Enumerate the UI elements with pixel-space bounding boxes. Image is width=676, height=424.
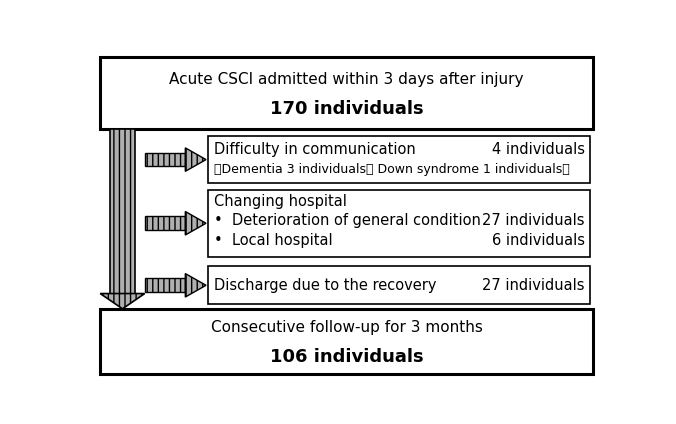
Text: Acute CSCI admitted within 3 days after injury: Acute CSCI admitted within 3 days after … bbox=[169, 72, 524, 87]
Bar bbox=[145, 279, 185, 292]
Bar bbox=[145, 153, 185, 166]
Text: Difficulty in communication: Difficulty in communication bbox=[214, 142, 416, 156]
Text: •  Deterioration of general condition: • Deterioration of general condition bbox=[214, 213, 481, 228]
FancyBboxPatch shape bbox=[100, 57, 593, 129]
Text: Consecutive follow-up for 3 months: Consecutive follow-up for 3 months bbox=[210, 320, 483, 335]
Polygon shape bbox=[185, 148, 206, 171]
Polygon shape bbox=[185, 212, 206, 235]
FancyBboxPatch shape bbox=[100, 309, 593, 374]
FancyBboxPatch shape bbox=[208, 266, 590, 304]
Text: 106 individuals: 106 individuals bbox=[270, 348, 423, 366]
Text: 27 individuals: 27 individuals bbox=[482, 278, 585, 293]
Polygon shape bbox=[100, 293, 145, 309]
Text: （Dementia 3 individuals／ Down syndrome 1 individuals）: （Dementia 3 individuals／ Down syndrome 1… bbox=[214, 163, 570, 176]
Polygon shape bbox=[185, 273, 206, 297]
FancyBboxPatch shape bbox=[208, 190, 590, 257]
Text: Discharge due to the recovery: Discharge due to the recovery bbox=[214, 278, 437, 293]
Text: Changing hospital: Changing hospital bbox=[214, 194, 347, 209]
Text: •  Local hospital: • Local hospital bbox=[214, 233, 333, 248]
Text: 27 individuals: 27 individuals bbox=[482, 213, 585, 228]
Bar bbox=[110, 129, 135, 293]
Text: 4 individuals: 4 individuals bbox=[492, 142, 585, 156]
Text: 6 individuals: 6 individuals bbox=[492, 233, 585, 248]
FancyBboxPatch shape bbox=[208, 136, 590, 183]
Bar bbox=[145, 216, 185, 230]
Text: 170 individuals: 170 individuals bbox=[270, 100, 423, 118]
